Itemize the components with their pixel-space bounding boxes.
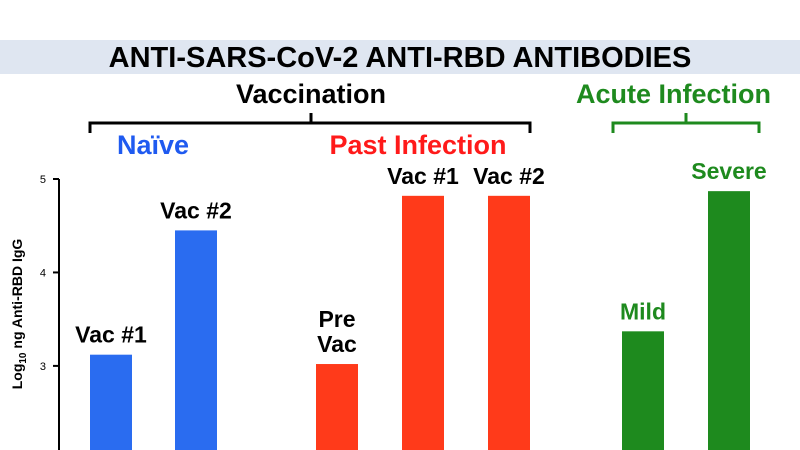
bar xyxy=(90,354,132,450)
y-axis-label-prefix: Log xyxy=(9,364,25,390)
title-band xyxy=(0,40,800,74)
bar xyxy=(488,195,530,450)
group-bracket-acute-infection xyxy=(611,113,761,133)
bar-label: Mild xyxy=(620,298,666,324)
y-axis-label-subscript: 10 xyxy=(18,352,29,364)
group-label-acute-infection: Acute Infection xyxy=(576,79,771,109)
y-tick-label: 3 xyxy=(40,361,46,373)
bar xyxy=(622,331,664,450)
bar-label: Vac #1 xyxy=(387,163,459,189)
bar-label: Vac #1 xyxy=(75,322,147,348)
group-bracket-vaccination xyxy=(88,113,532,133)
y-axis-label-suffix: ng Anti-RBD IgG xyxy=(9,239,25,353)
bar-label: Vac xyxy=(317,331,357,357)
y-tick-label: 4 xyxy=(40,267,46,279)
chart-title: ANTI-SARS-CoV-2 ANTI-RBD ANTIBODIES xyxy=(109,42,692,74)
bar xyxy=(708,191,750,450)
bar xyxy=(402,195,444,450)
bar-label: Pre xyxy=(318,306,355,332)
y-tick-label: 5 xyxy=(40,174,46,186)
group-label-vaccination: Vaccination xyxy=(236,79,386,109)
y-axis-ticks: 3 4 5 xyxy=(40,174,59,373)
y-axis-label: Log10 ng Anti-RBD IgG xyxy=(9,239,29,390)
subgroup-label-past-infection: Past Infection xyxy=(329,130,506,160)
bar-label: Vac #2 xyxy=(473,163,545,189)
bars xyxy=(90,191,750,450)
bar xyxy=(175,230,217,450)
bar xyxy=(316,364,358,450)
subgroup-label-naive: Naïve xyxy=(117,130,189,160)
bar-label: Vac #2 xyxy=(160,197,232,223)
bar-label: Severe xyxy=(691,158,766,184)
